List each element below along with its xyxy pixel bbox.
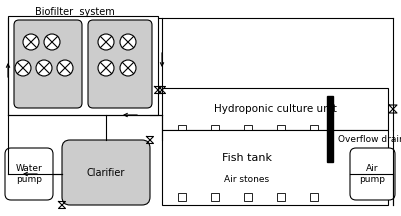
Bar bbox=[211, 193, 219, 201]
Circle shape bbox=[120, 60, 136, 76]
FancyBboxPatch shape bbox=[5, 148, 53, 200]
Bar bbox=[244, 193, 252, 201]
Circle shape bbox=[98, 60, 114, 76]
Circle shape bbox=[23, 34, 39, 50]
Bar bbox=[178, 125, 186, 133]
Text: Hydroponic culture unit: Hydroponic culture unit bbox=[214, 104, 336, 114]
Circle shape bbox=[36, 60, 52, 76]
Circle shape bbox=[120, 34, 136, 50]
Text: Fish tank: Fish tank bbox=[222, 153, 272, 163]
Circle shape bbox=[15, 60, 31, 76]
Bar bbox=[327, 96, 333, 162]
Bar bbox=[162, 88, 388, 130]
Bar bbox=[277, 125, 285, 133]
Bar bbox=[310, 125, 318, 133]
Text: Air stones: Air stones bbox=[225, 175, 269, 184]
Text: Clarifier: Clarifier bbox=[87, 167, 125, 178]
Bar bbox=[244, 125, 252, 133]
FancyBboxPatch shape bbox=[62, 140, 150, 205]
Bar bbox=[310, 193, 318, 201]
Bar bbox=[277, 193, 285, 201]
Bar bbox=[211, 125, 219, 133]
Text: Overflow drain: Overflow drain bbox=[338, 135, 401, 145]
FancyBboxPatch shape bbox=[88, 20, 152, 108]
Text: Air
pump: Air pump bbox=[360, 164, 385, 184]
Circle shape bbox=[44, 34, 60, 50]
Bar bbox=[8, 16, 158, 115]
Text: Water
pump: Water pump bbox=[16, 164, 43, 184]
Bar bbox=[162, 130, 388, 205]
Bar bbox=[178, 193, 186, 201]
Circle shape bbox=[57, 60, 73, 76]
Circle shape bbox=[98, 34, 114, 50]
Text: Biofilter  system: Biofilter system bbox=[35, 7, 115, 17]
FancyBboxPatch shape bbox=[350, 148, 395, 200]
FancyBboxPatch shape bbox=[14, 20, 82, 108]
